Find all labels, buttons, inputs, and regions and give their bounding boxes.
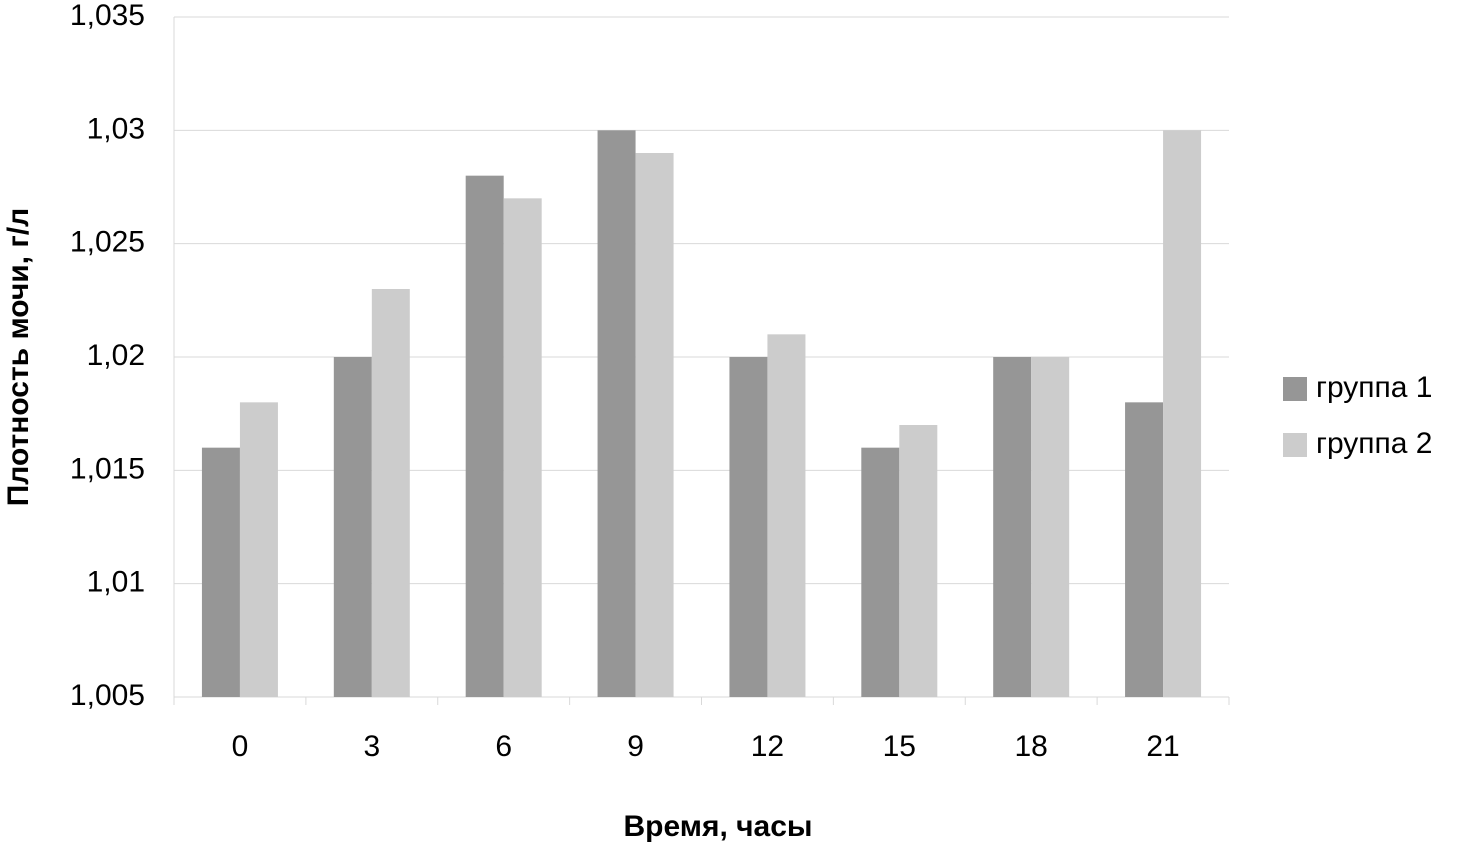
legend-swatch	[1283, 377, 1307, 401]
y-tick-label: 1,03	[87, 112, 145, 145]
y-axis-title: Плотность мочи, г/л	[2, 208, 35, 507]
bar	[201, 447, 240, 697]
x-tick-label: 12	[751, 730, 784, 763]
x-tick-label: 15	[883, 730, 916, 763]
y-tick-label: 1,005	[70, 679, 145, 712]
x-tick-label: 0	[232, 730, 249, 763]
legend-label: группа 1	[1316, 371, 1432, 404]
y-tick-label: 1,01	[87, 566, 145, 599]
bar	[635, 153, 674, 697]
bar	[465, 175, 504, 697]
bar	[371, 289, 410, 697]
bar	[861, 447, 900, 697]
bar	[333, 357, 372, 697]
x-tick-label: 6	[495, 730, 512, 763]
y-tick-label: 1,035	[70, 0, 145, 32]
x-tick-label: 18	[1015, 730, 1048, 763]
y-tick-label: 1,025	[70, 226, 145, 259]
bar	[899, 425, 938, 697]
bar	[993, 357, 1032, 697]
bar	[1125, 402, 1164, 697]
y-tick-label: 1,02	[87, 339, 145, 372]
bar	[503, 198, 542, 698]
bar	[767, 334, 806, 697]
legend-swatch	[1283, 433, 1307, 457]
legend-label: группа 2	[1316, 427, 1432, 460]
y-tick-label: 1,015	[70, 452, 145, 485]
bar	[1163, 130, 1202, 698]
x-tick-label: 21	[1146, 730, 1179, 763]
bar	[239, 402, 278, 697]
bar	[1031, 357, 1070, 697]
bar	[729, 357, 768, 697]
x-axis-title: Время, часы	[623, 810, 812, 843]
x-tick-label: 9	[627, 730, 644, 763]
x-tick-label: 3	[363, 730, 380, 763]
bar	[597, 130, 636, 698]
